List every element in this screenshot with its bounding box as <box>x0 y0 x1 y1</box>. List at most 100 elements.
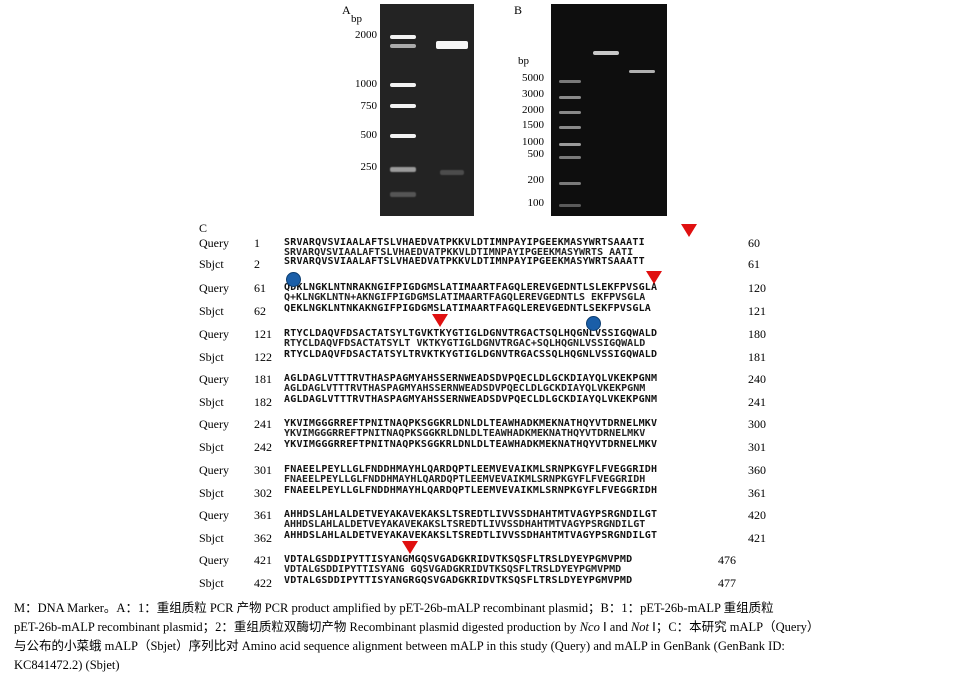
query-label: Query <box>199 417 229 431</box>
query-start: 301 <box>254 463 272 477</box>
marker-band <box>390 192 416 197</box>
digested-band <box>629 70 655 73</box>
subject-label: Sbjct <box>199 257 224 271</box>
subject-end: 241 <box>748 395 766 409</box>
query-sequence: QDKLNGKLNTNRAKNGIFPIGDGMSLATIMAARTFAGQLE… <box>284 282 658 293</box>
panel-b-marker-3000: 3000 <box>522 88 544 100</box>
match-line: FNAEELPEYLLGLFNDDHMAYHLQARDQPTLEEMVEVAIK… <box>284 474 646 485</box>
match-line: VDTALGSDDIPYTTISYANG GQSVGADGKRIDVTKSQSF… <box>284 564 622 575</box>
faint-band <box>440 170 464 175</box>
subject-label: Sbjct <box>199 350 224 364</box>
subject-start: 242 <box>254 440 272 454</box>
subject-label: Sbjct <box>199 395 224 409</box>
enzyme-not: Not <box>630 620 650 634</box>
subject-sequence: VDTALGSDDIPYTTISYANGRGQSVGADGKRIDVTKSQSF… <box>284 575 633 586</box>
marker-band <box>559 96 581 99</box>
query-end: 60 <box>748 236 760 250</box>
panel-b-unit: bp <box>518 55 529 67</box>
panel-b-marker-2000: 2000 <box>522 104 544 116</box>
plasmid-band <box>593 51 619 55</box>
marker-band <box>559 204 581 207</box>
enzyme-nco: Nco <box>579 620 600 634</box>
subject-start: 2 <box>254 257 260 271</box>
query-end: 180 <box>748 327 766 341</box>
marker-band <box>559 111 581 114</box>
subject-label: Sbjct <box>199 304 224 318</box>
panel-a-marker-2000: 2000 <box>355 29 377 41</box>
query-end: 476 <box>718 553 736 567</box>
marker-triangle <box>402 541 418 554</box>
marker-band <box>559 156 581 159</box>
subject-sequence: FNAEELPEYLLGLFNDDHMAYHLQARDQPTLEEMVEVAIK… <box>284 485 658 496</box>
caption-line-2: pET-26b-mALP recombinant plasmid；2：重组质粒双… <box>14 618 954 637</box>
query-end: 300 <box>748 417 766 431</box>
query-end: 240 <box>748 372 766 386</box>
match-line: RTYCLDAQVFDSACTATSYLT VKTKYGTIGLDGNVTRGA… <box>284 338 646 349</box>
query-label: Query <box>199 281 229 295</box>
subject-end: 361 <box>748 486 766 500</box>
panel-a-marker-750: 750 <box>360 100 378 112</box>
query-sequence: AHHDSLAHLALDETVEYAKAVEKAKSLTSREDTLIVVSSD… <box>284 509 658 520</box>
panel-b-marker-1000: 1000 <box>522 136 544 148</box>
caption-line-3: 与公布的小菜蛾 mALP（Sbjet）序列比对 Amino acid seque… <box>14 639 785 653</box>
marker-band <box>390 104 416 108</box>
panel-b-marker-200: 200 <box>527 174 545 186</box>
subject-end: 477 <box>718 576 736 590</box>
caption-line-4: KC841472.2) (Sbjet) <box>14 658 120 672</box>
marker-band <box>559 126 581 129</box>
gel-image-b <box>551 4 667 216</box>
subject-end: 301 <box>748 440 766 454</box>
caption-text: Ⅰ and <box>599 620 631 634</box>
query-start: 241 <box>254 417 272 431</box>
marker-band <box>390 35 416 39</box>
subject-end: 121 <box>748 304 766 318</box>
panel-b-marker-500: 500 <box>527 148 545 160</box>
panel-c-letter: C <box>199 221 208 235</box>
query-label: Query <box>199 553 229 567</box>
query-sequence: SRVARQVSVIAALAFTSLVHAEDVATPKKVLDTIMNPAYI… <box>284 237 645 248</box>
caption-text: pET-26b-mALP recombinant plasmid；2：重组质粒双… <box>14 620 580 634</box>
query-sequence: VDTALGSDDIPYTTISYANGMGQSVGADGKRIDVTKSQSF… <box>284 554 633 565</box>
subject-start: 422 <box>254 576 272 590</box>
pcr-product-band <box>436 41 468 49</box>
subject-sequence: AHHDSLAHLALDETVEYAKAVEKAKSLTSREDTLIVVSSD… <box>284 530 658 541</box>
query-start: 181 <box>254 372 272 386</box>
marker-triangle <box>646 271 662 284</box>
query-sequence: AGLDAGLVTTTRVTHASPAGMYAHSSERNWEADSDVPQEC… <box>284 373 658 384</box>
match-line: Q+KLNGKLNTN+AKNGIFPIGDGMSLATIMAARTFAGQLE… <box>284 292 646 303</box>
subject-sequence: QEKLNGKLNTNKAKNGIFPIGDGMSLATIMAARTFAGQLE… <box>284 303 652 314</box>
subject-label: Sbjct <box>199 576 224 590</box>
subject-end: 61 <box>748 257 760 271</box>
match-line: AHHDSLAHLALDETVEYAKAVEKAKSLTSREDTLIVVSSD… <box>284 519 646 530</box>
query-end: 420 <box>748 508 766 522</box>
marker-dot <box>586 316 601 331</box>
subject-label: Sbjct <box>199 531 224 545</box>
marker-dot <box>286 272 301 287</box>
subject-sequence: AGLDAGLVTTTRVTHASPAGMYAHSSERNWEADSDVPQEC… <box>284 394 658 405</box>
panel-b-marker-1500: 1500 <box>522 119 544 131</box>
marker-band <box>390 167 416 172</box>
marker-band <box>559 143 581 146</box>
query-label: Query <box>199 236 229 250</box>
subject-start: 62 <box>254 304 266 318</box>
marker-band <box>390 83 416 87</box>
query-label: Query <box>199 327 229 341</box>
gel-image-a <box>380 4 474 216</box>
query-start: 1 <box>254 236 260 250</box>
subject-start: 302 <box>254 486 272 500</box>
subject-sequence: YKVIMGGGRREFTPNITNAQPKSGGKRLDNLDLTEAWHAD… <box>284 439 658 450</box>
query-start: 421 <box>254 553 272 567</box>
panel-a-unit: bp <box>351 13 362 25</box>
subject-label: Sbjct <box>199 440 224 454</box>
query-label: Query <box>199 508 229 522</box>
query-start: 61 <box>254 281 266 295</box>
match-line: YKVIMGGGRREFTPNITNAQPKSGGKRLDNLDLTEAWHAD… <box>284 428 646 439</box>
marker-band <box>390 134 416 138</box>
match-line: SRVARQVSVIAALAFTSLVHAEDVATPKKVLDTIMNPAYI… <box>284 247 634 258</box>
subject-end: 421 <box>748 531 766 545</box>
query-label: Query <box>199 463 229 477</box>
query-sequence: FNAEELPEYLLGLFNDDHMAYHLQARDQPTLEEMVEVAIK… <box>284 464 658 475</box>
marker-triangle <box>432 314 448 327</box>
marker-band <box>559 80 581 83</box>
caption-text: Ⅰ；C：本研究 mALP（Query） <box>649 620 820 634</box>
